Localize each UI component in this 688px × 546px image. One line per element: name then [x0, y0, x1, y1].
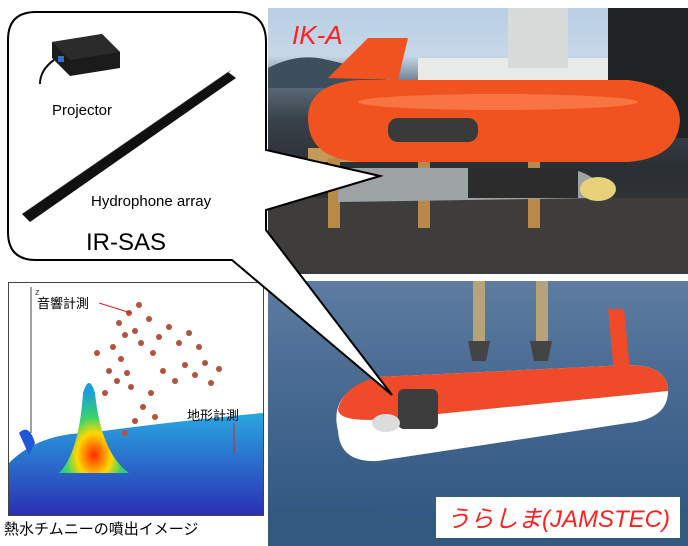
plume-scene: z: [9, 287, 263, 515]
ika-highlight: [358, 94, 638, 110]
lower-tube-dark: [468, 168, 578, 198]
crane-cable-right: [536, 281, 548, 351]
ship-mast: [508, 8, 568, 68]
hook-left: [468, 341, 490, 361]
plume-label: 音響計測: [37, 296, 90, 311]
ika-photo: IK-A: [268, 8, 688, 274]
terrain-ridge: [19, 429, 35, 455]
ika-label: IK-A: [292, 20, 343, 50]
axis-label: z: [35, 287, 40, 297]
urashima-sensor: [372, 414, 400, 432]
plot-caption: 熱水チムニーの噴出イメージ: [4, 521, 199, 538]
plume-visualization: z 音響計測 地形計測: [8, 282, 264, 516]
projector-label: Projector: [52, 102, 113, 119]
lower-tube-nose: [580, 177, 616, 201]
urashima-fin: [608, 309, 630, 373]
terrain-label: 地形計測: [187, 408, 240, 423]
plume-points: [94, 302, 222, 436]
hydrophone-array-icon: [22, 70, 236, 222]
hydrophone-array-label: Hydrophone array: [91, 193, 212, 210]
hook-right: [530, 341, 552, 361]
chimney-peak: [59, 383, 129, 473]
bubble-outline: [7, 11, 393, 396]
callout-content: Projector Hydrophone array IR-SAS: [8, 12, 266, 265]
ika-photo-scene: [268, 8, 688, 274]
urashima-label: うらしま(JAMSTEC): [436, 497, 680, 538]
projector-icon: [39, 34, 120, 85]
urashima-sonar-pod: [398, 389, 438, 429]
ir-sas-label: IR-SAS: [86, 229, 167, 256]
plume-arrow: [98, 302, 132, 314]
ika-vehicle-fin: [328, 38, 408, 80]
sonar-pod: [388, 118, 478, 142]
crane-cable-left: [473, 281, 485, 351]
terrain-surface: [9, 413, 263, 515]
